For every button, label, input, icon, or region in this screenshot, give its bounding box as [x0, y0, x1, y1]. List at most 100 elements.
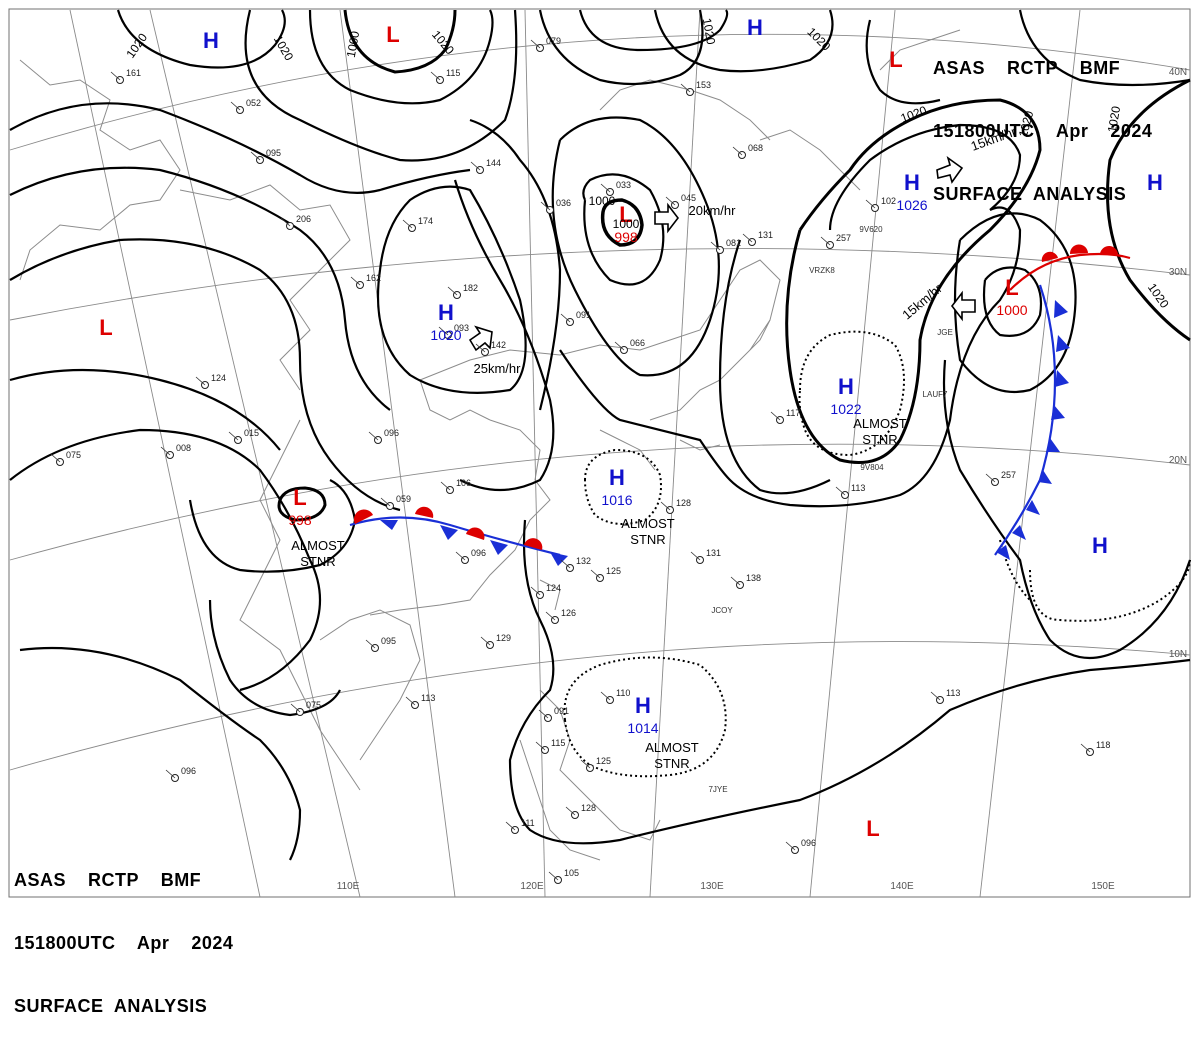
stationary-front-west	[349, 506, 568, 566]
station-pressure: 144	[486, 158, 501, 168]
station-pressure: 118	[1096, 740, 1110, 750]
station-pressure: 091	[576, 310, 591, 320]
high-pressure-marker: H	[1147, 170, 1163, 195]
ship-callsign: LAUF7	[923, 390, 948, 399]
wind-barb	[742, 233, 753, 243]
station-pressure: 033	[616, 180, 631, 190]
wind-barb	[545, 611, 556, 621]
wind-barb	[228, 431, 239, 441]
station-pressure: 132	[576, 556, 591, 566]
station-pressure: 105	[564, 868, 579, 878]
almost-stationary-label: STNR	[862, 432, 897, 447]
station-pressure: 110	[616, 688, 630, 698]
title-block-top: ASAS RCTP BMF 151800UTC Apr 2024 SURFACE…	[933, 16, 1152, 226]
ship-callsign: VRZK8	[809, 266, 835, 275]
wind-barb	[50, 453, 61, 463]
longitude-label: 130E	[700, 881, 724, 892]
title-line-1: ASAS RCTP BMF	[933, 58, 1121, 78]
isobar-label: 1020	[700, 17, 718, 46]
ship-callsign: 7JYE	[708, 785, 727, 794]
wind-barb	[530, 39, 541, 49]
wind-barb	[195, 376, 206, 386]
station-pressure: 096	[181, 766, 196, 776]
title-line-3: SURFACE ANALYSIS	[14, 996, 208, 1016]
central-pressure-value: 1000	[996, 302, 1027, 318]
wind-barb	[438, 326, 449, 336]
isobar-label: 1020	[1105, 105, 1123, 134]
title-line-2: 151800UTC Apr 2024	[14, 933, 234, 953]
wind-barb	[565, 806, 576, 816]
wind-barb	[560, 313, 571, 323]
ship-callsign: 9V804	[860, 463, 884, 472]
station-pressure: 126	[561, 608, 576, 618]
wind-barb	[865, 199, 876, 209]
station-pressure: 102	[881, 196, 896, 206]
wind-barb	[930, 691, 941, 701]
movement-arrows	[468, 156, 976, 352]
ship-callsign: JCOY	[711, 606, 733, 615]
station-pressure: 128	[676, 498, 691, 508]
longitude-label: 140E	[890, 881, 914, 892]
station-pressure: 153	[696, 80, 711, 90]
station-plots: 161 052 095 144 206 174 182 162 093 142 124 008 075 0…	[50, 36, 1110, 884]
wind-barb	[380, 497, 391, 507]
station-pressure: 124	[211, 373, 226, 383]
station-pressure: 138	[746, 573, 761, 583]
station-pressure: 008	[176, 443, 191, 453]
station-pressure: 068	[748, 143, 763, 153]
isobars	[9, 9, 1192, 861]
pressure-centers: H L HLH1026HL998H1020LL1000H1022L998H1016H…	[99, 15, 1163, 841]
wind-barb	[590, 569, 601, 579]
central-pressure-value: 1026	[896, 197, 927, 213]
longitude-label: 110E	[337, 881, 360, 892]
wind-barb	[730, 576, 741, 586]
wind-barb	[290, 703, 301, 713]
title-line-1: ASAS RCTP BMF	[14, 870, 202, 890]
station-pressure: 096	[384, 428, 399, 438]
wind-barb	[600, 183, 611, 193]
station-pressure: 045	[681, 193, 696, 203]
low-pressure-marker: L	[293, 485, 306, 510]
low-pressure-marker: L	[889, 47, 902, 72]
station-pressure: 093	[454, 323, 469, 333]
latitude-label: 10N	[1169, 649, 1187, 660]
station-pressure: 125	[606, 566, 621, 576]
latitude-labels: 40N 30N 20N 10N	[1169, 67, 1187, 660]
high-pressure-marker: H	[904, 170, 920, 195]
title-line-3: SURFACE ANALYSIS	[933, 184, 1127, 204]
wind-barb	[660, 501, 671, 511]
latitude-label: 30N	[1169, 267, 1187, 278]
station-pressure: 113	[851, 483, 865, 493]
wind-barb	[165, 769, 176, 779]
wind-barb	[560, 559, 571, 569]
central-pressure-value: 1022	[830, 401, 861, 417]
wind-barb	[430, 71, 441, 81]
wind-barb	[770, 411, 781, 421]
station-pressure: 096	[801, 838, 816, 848]
high-pressure-marker: H	[747, 15, 763, 40]
station-pressure: 036	[556, 198, 571, 208]
low-pressure-marker: L	[866, 816, 879, 841]
isobar-label: 1000	[344, 30, 362, 59]
station-pressure: 106	[456, 478, 471, 488]
station-pressure: 115	[446, 68, 460, 78]
central-pressure-value: 998	[614, 229, 638, 245]
wind-barb	[470, 161, 481, 171]
wind-barb	[1080, 743, 1091, 753]
wind-barb	[447, 286, 458, 296]
low-pressure-marker: L	[1005, 275, 1018, 300]
station-pressure: 125	[596, 756, 611, 766]
wind-barb	[835, 486, 846, 496]
station-pressure: 075	[306, 700, 321, 710]
high-pressure-marker: H	[609, 465, 625, 490]
station-pressure: 091	[554, 706, 569, 716]
wind-barb	[368, 431, 379, 441]
station-pressure: 015	[244, 428, 259, 438]
station-pressure: 257	[836, 233, 851, 243]
almost-stationary-label: ALMOST	[621, 516, 675, 531]
wind-barb	[505, 821, 516, 831]
station-pressure: 095	[381, 636, 396, 646]
wind-barb	[350, 276, 361, 286]
station-pressure: 174	[418, 216, 433, 226]
